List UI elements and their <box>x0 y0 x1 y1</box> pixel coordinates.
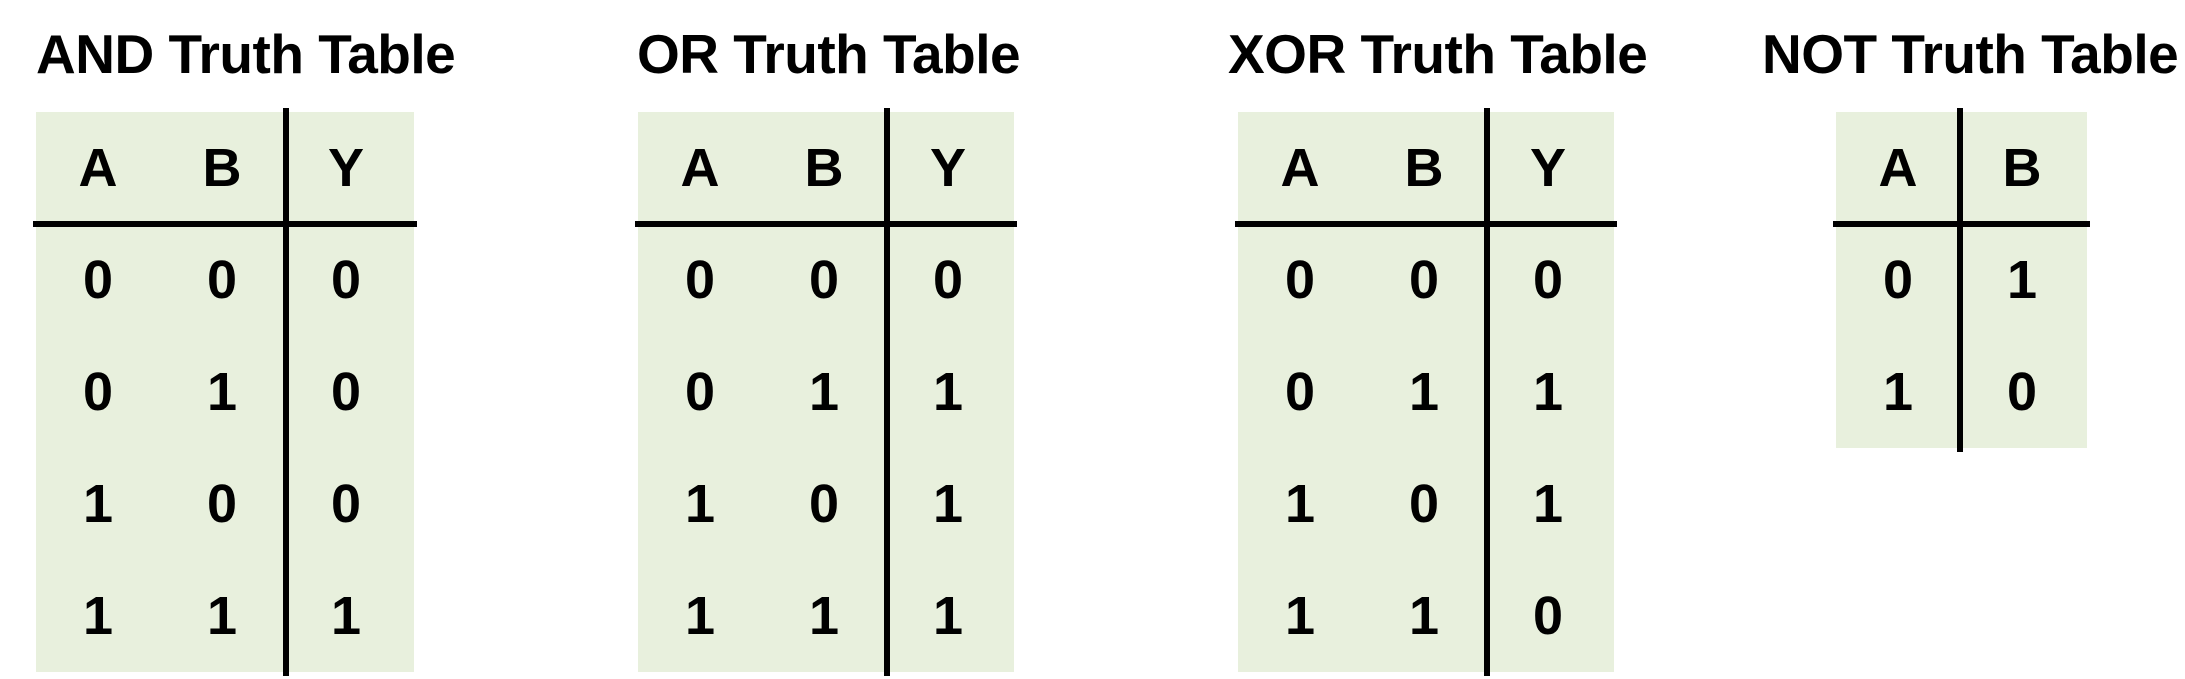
value-cell: 0 <box>1284 362 1316 422</box>
value-cell: 0 <box>684 362 716 422</box>
value-cell: 0 <box>330 474 362 534</box>
value-cell: 1 <box>932 362 964 422</box>
table-title: XOR Truth Table <box>1228 23 1648 85</box>
value-cell: 1 <box>1532 474 1564 534</box>
header-cell: A <box>78 138 118 198</box>
value-cell: 1 <box>1284 586 1316 646</box>
table-body: A B Y 0 0 0 0 1 1 1 0 1 1 1 1 <box>635 108 1017 676</box>
value-cell: 0 <box>808 250 840 310</box>
header-cell: B <box>2002 138 2042 198</box>
value-cell: 0 <box>82 362 114 422</box>
header-cell: A <box>1280 138 1320 198</box>
value-cell: 1 <box>808 586 840 646</box>
header-cell: B <box>202 138 242 198</box>
output-column-divider <box>884 108 890 676</box>
header-cell: A <box>680 138 720 198</box>
value-cell: 1 <box>684 474 716 534</box>
value-cell: 1 <box>684 586 716 646</box>
value-cell: 0 <box>932 250 964 310</box>
output-column-divider <box>1484 108 1490 676</box>
value-cell: 0 <box>206 250 238 310</box>
header-cell: Y <box>327 138 365 198</box>
output-column-divider <box>1957 108 1963 452</box>
value-cell: 1 <box>330 586 362 646</box>
value-cell: 1 <box>82 586 114 646</box>
table-title: OR Truth Table <box>637 23 1021 85</box>
value-cell: 1 <box>1882 362 1914 422</box>
value-cell: 1 <box>1408 362 1440 422</box>
header-cell: Y <box>929 138 967 198</box>
header-cell: B <box>1404 138 1444 198</box>
table-title: NOT Truth Table <box>1762 23 2179 85</box>
value-cell: 1 <box>1408 586 1440 646</box>
value-cell: 0 <box>1284 250 1316 310</box>
value-cell: 0 <box>82 250 114 310</box>
header-divider <box>635 221 1017 227</box>
table-body: A B Y 0 0 0 0 1 0 1 0 0 1 1 1 <box>33 108 417 676</box>
value-cell: 0 <box>1408 474 1440 534</box>
value-cell: 0 <box>2006 362 2038 422</box>
value-cell: 1 <box>82 474 114 534</box>
header-cell: B <box>804 138 844 198</box>
header-cell: Y <box>1529 138 1567 198</box>
value-cell: 1 <box>1284 474 1316 534</box>
table-body: A B Y 0 0 0 0 1 1 1 0 1 1 1 0 <box>1235 108 1617 676</box>
value-cell: 0 <box>1532 586 1564 646</box>
value-cell: 1 <box>932 474 964 534</box>
table-body: A B 0 1 1 0 <box>1833 108 2090 452</box>
value-cell: 1 <box>206 586 238 646</box>
header-divider <box>1235 221 1617 227</box>
value-cell: 1 <box>808 362 840 422</box>
value-cell: 0 <box>684 250 716 310</box>
value-cell: 1 <box>1532 362 1564 422</box>
value-cell: 0 <box>1532 250 1564 310</box>
header-divider <box>33 221 417 227</box>
header-cell: A <box>1878 138 1918 198</box>
value-cell: 1 <box>932 586 964 646</box>
output-column-divider <box>283 108 289 676</box>
value-cell: 0 <box>1408 250 1440 310</box>
value-cell: 1 <box>206 362 238 422</box>
value-cell: 0 <box>206 474 238 534</box>
value-cell: 0 <box>808 474 840 534</box>
value-cell: 0 <box>1882 250 1914 310</box>
value-cell: 0 <box>330 362 362 422</box>
value-cell: 0 <box>330 250 362 310</box>
table-title: AND Truth Table <box>36 23 456 85</box>
value-cell: 1 <box>2006 250 2038 310</box>
